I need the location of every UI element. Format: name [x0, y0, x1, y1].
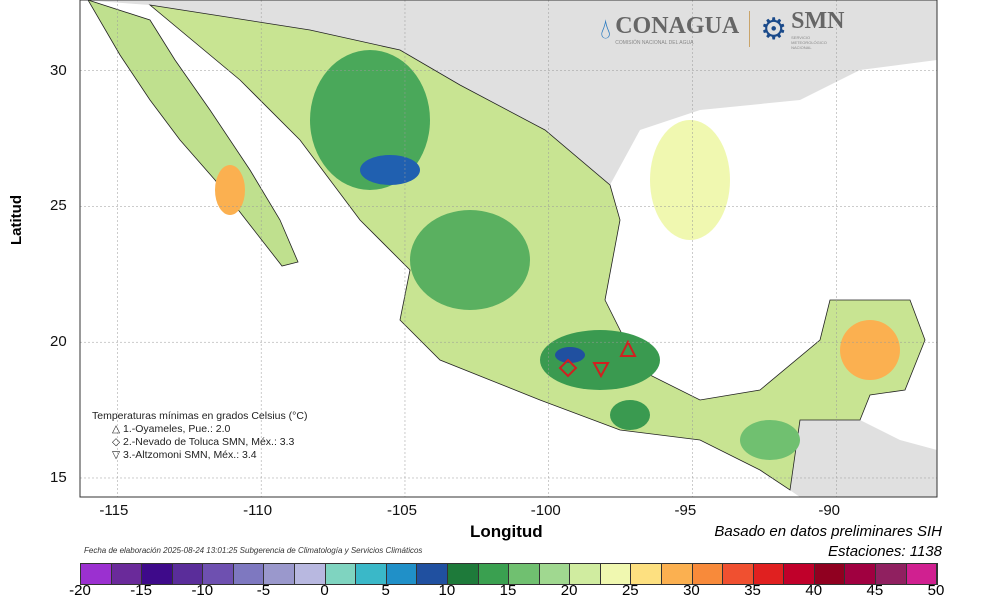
- gear-spiral-icon: ⚙: [760, 12, 788, 46]
- colorbar-bin: [814, 564, 846, 584]
- legend-item: ◇ 2.-Nevado de Toluca SMN, Méx.: 3.3: [112, 436, 295, 448]
- colorbar-bin: [692, 564, 724, 584]
- colorbar-bin: [478, 564, 510, 584]
- y-tick-label: 30: [50, 61, 67, 79]
- colorbar-bin: [81, 564, 112, 584]
- water-drop-icon: 💧︎: [600, 12, 612, 44]
- colorbar-bin: [600, 564, 632, 584]
- colorbar-label: 20: [560, 582, 578, 599]
- colorbar-label: -10: [191, 582, 214, 599]
- date-note: Fecha de elaboración 2025-08-24 13:01:25…: [84, 546, 423, 555]
- colorbar-label: 10: [438, 582, 456, 599]
- smn-logo: ⚙ SMN SERVICIO METEOROLÓGICO NACIONAL: [760, 8, 845, 50]
- colorbar: [80, 563, 938, 585]
- colorbar-bin: [845, 564, 877, 584]
- colorbar-label: 25: [621, 582, 639, 599]
- colorbar-bin: [233, 564, 265, 584]
- gridlines: [80, 0, 937, 497]
- colorbar-bin: [447, 564, 479, 584]
- x-tick-label: -105: [386, 502, 417, 519]
- source-note: Basado en datos preliminares SIH Estacio…: [714, 523, 942, 560]
- colorbar-label: 50: [927, 582, 945, 599]
- x-axis-label: Longitud: [470, 522, 543, 541]
- temperature-contours: [215, 50, 900, 460]
- x-tick-label: -110: [243, 502, 273, 519]
- colorbar-bin: [784, 564, 815, 584]
- colorbar-bin: [295, 564, 326, 584]
- colorbar-bin: [876, 564, 907, 584]
- mexico-baja: [87, 0, 299, 267]
- colorbar-bin: [142, 564, 173, 584]
- usa-land: [80, 0, 937, 185]
- colorbar-bin: [356, 564, 387, 584]
- colorbar-bin: [661, 564, 693, 584]
- colorbar-bin: [570, 564, 601, 584]
- station-legend: Temperaturas mínimas en grados Celsius (…: [92, 410, 307, 462]
- colorbar-label: 40: [805, 582, 823, 599]
- colorbar-label: 30: [683, 582, 700, 599]
- plot-frame: [79, 0, 938, 498]
- colorbar-bin: [723, 564, 754, 584]
- colorbar-bin: [203, 564, 234, 584]
- y-tick-label: 20: [50, 333, 67, 351]
- colorbar-bin: [906, 564, 938, 584]
- colorbar-bin: [386, 564, 418, 584]
- colorbar-label: 5: [381, 582, 390, 599]
- conagua-logo: 💧︎ CONAGUA COMISIÓN NACIONAL DEL AGUA: [600, 12, 740, 46]
- colorbar-bin: [753, 564, 785, 584]
- x-tick-label: -100: [530, 502, 561, 519]
- station-markers: [558, 339, 637, 379]
- colorbar-label: -15: [130, 582, 152, 599]
- colorbar-bin: [172, 564, 204, 584]
- colorbar-label: 35: [744, 582, 761, 599]
- colorbar-bin: [539, 564, 571, 584]
- x-tick-label: -115: [99, 502, 129, 519]
- divider: [749, 11, 751, 47]
- colorbar-label: -20: [69, 582, 91, 599]
- colorbar-bin: [417, 564, 448, 584]
- legend-item: △ 1.-Oyameles, Pue.: 2.0: [112, 423, 231, 435]
- colorbar-bin: [325, 564, 357, 584]
- legend-item: ▽ 3.-Altzomoni SMN, Méx.: 3.4: [112, 449, 257, 461]
- colorbar-bin: [509, 564, 540, 584]
- logos: 💧︎ CONAGUA COMISIÓN NACIONAL DEL AGUA ⚙ …: [600, 8, 844, 50]
- y-axis-label: Latitud: [8, 195, 25, 245]
- colorbar-label: 45: [866, 582, 884, 599]
- legend-title: Temperaturas mínimas en grados Celsius (…: [92, 410, 308, 422]
- colorbar-bin: [264, 564, 296, 584]
- colorbar-bin: [111, 564, 143, 584]
- x-tick-label: -95: [674, 502, 697, 519]
- colorbar-bin: [631, 564, 662, 584]
- y-tick-label: 15: [50, 468, 67, 486]
- colorbar-label: 15: [499, 582, 517, 599]
- y-tick-label: 25: [50, 197, 67, 215]
- x-tick-label: -90: [818, 502, 841, 519]
- colorbar-label: 0: [320, 582, 329, 599]
- colorbar-label: -5: [256, 582, 271, 599]
